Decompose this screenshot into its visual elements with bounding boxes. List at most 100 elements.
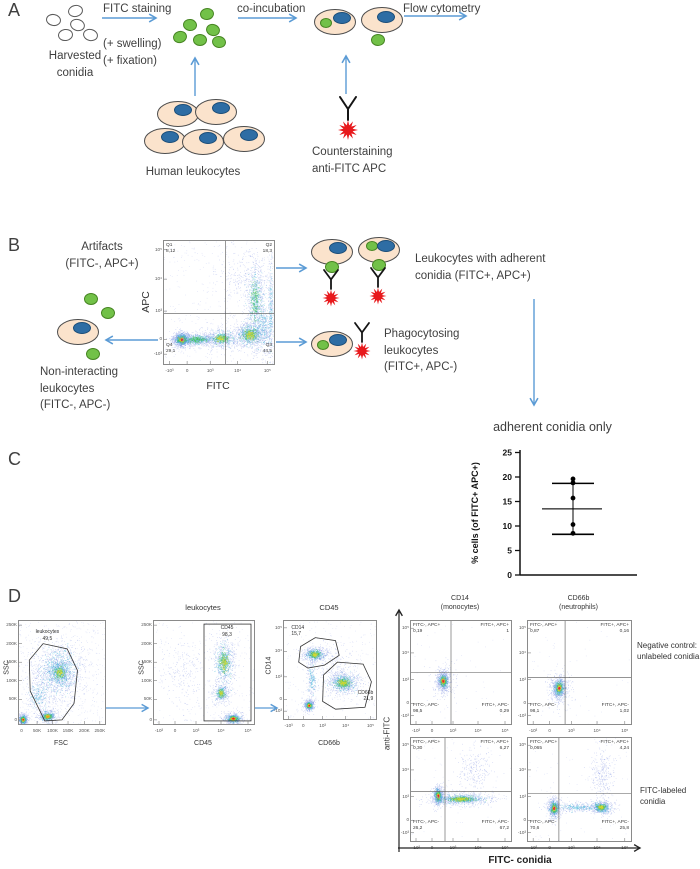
phagocytosing-leukocyte-icon [311,331,353,357]
x-tick-label: -10³ [411,728,421,733]
y-tick-label: 0 [406,700,409,706]
cd66b-column-line1: CD66b [567,595,590,602]
data-point [570,530,576,536]
free-conidium-icon [101,307,115,319]
y-tick-label: 100K [141,677,152,683]
green-conidium-icon [210,34,228,50]
y-tick-label: -10³ [517,829,526,835]
quadrant-plot-cd66b-negative: -10³ 0 10³ 10⁴ 10⁵ 10⁵ 10⁴ 10³ 0 -10³ FITC-, APC+ 0… [518,620,632,733]
phagocytosing-line2: leukocytes [384,344,439,357]
y-tick-label: 5 [507,546,512,556]
y-tick-label: -10³ [273,708,282,714]
counterstaining-label: Counterstaining anti-FITC APC [312,144,393,177]
gate-label-line: 21,9 [363,696,374,703]
quadrant-stat-line: FITC-, APC+ [413,623,441,628]
y-tick-label: 10⁵ [401,742,409,748]
data-point [570,522,576,527]
d3-title: CD45 [319,603,339,612]
x-tick-label: 200K [78,728,90,733]
arrow-co-incubation [238,13,298,23]
x-tick-label: 10⁵ [263,368,271,373]
flow-density-canvas [154,621,254,724]
quadrant-stat-line: 0,065 [530,746,543,751]
y-tick-label: -10³ [153,351,162,357]
quadrant-stat-line: FITC-, APC+ [413,740,441,745]
y-tick-label: 0 [406,817,409,823]
quadrant-stat-line: FITC+, APC+ [600,740,629,745]
data-point [570,495,576,501]
y-tick-label: 10⁵ [518,625,526,631]
quadrant-stat-label: FITC-, APC- 26,2 [413,820,439,832]
y-tick-label: 0 [14,716,17,722]
cd66b-axis-label: CD66b [318,740,340,747]
panel-a-label: A [8,0,21,20]
flow-plot-ssc-vs-cd45: CD45 98,3 -10³ 0 10³ 10⁴ 10⁵ 250K 200K 150K 100K 50… [141,620,255,733]
x-tick-label: 10⁴ [593,728,601,733]
quadrant-stat-line: FITC+, APC+ [480,623,509,628]
y-tick-label: 10 [503,521,513,531]
y-tick-label: 10⁵ [518,742,526,748]
panel-b-label: B [8,235,21,255]
quadrant-stat-label: FITC+, APC- 1,02 [602,703,629,715]
quadrant-stat-line: 26,2 [413,826,423,831]
adherent-conidium-icon [372,259,386,271]
x-tick-label: 10⁴ [342,723,350,728]
gate-label-line: CD14 [291,624,305,631]
x-tick-label: -10³ [154,728,164,733]
y-tick-label: 0 [149,716,152,722]
negative-control-line2: unlabeled conidia [637,652,700,661]
x-tick-label: 0 [548,728,551,733]
gate-label: CD14 15,7 [291,625,304,638]
phagocytosing-label: Phagocytosing leukocytes (FITC+, APC-) [384,326,459,376]
x-tick-label: 10³ [192,728,200,733]
cd14-column-line2: (monocytes) [440,604,480,611]
negative-control-row-label: Negative control: unlabeled conidia [637,640,699,662]
quadrant-stat-line: 67,2 [499,826,509,831]
quadrant-stat-line: FITC-, APC+ [530,740,558,745]
gate-label: leukocytes 49,5 [36,629,60,642]
quadrant-stat-line: 44,5 [262,349,272,354]
adherent-conidium-icon [371,34,385,46]
leukocyte-cell [195,99,237,125]
d2-title: leukocytes [185,603,221,612]
quadrant-stat-line: 0,29 [499,709,509,714]
negative-control-line1: Negative control: [637,641,698,650]
quadrant-stat-line: FITC-, APC- [530,703,557,708]
gate-label: CD66b 21,9 [358,690,374,703]
quadrant-stat-line: 0,30 [413,746,423,751]
fitc-axis-label: FITC [206,380,230,392]
quadrant-stat-line: Q1 [166,243,173,248]
flow-density-canvas [528,621,631,724]
conidium-icon [81,27,100,43]
leukocyte-cell [361,7,403,33]
arrow-d1-to-d2 [106,703,150,713]
y-tick-label: 250K [6,622,17,628]
arrow-adherent-only [529,299,539,407]
y-tick-label: 10⁴ [518,649,526,655]
quadrant-stat-line: FITC-, APC+ [530,623,558,628]
y-tick-label: 10³ [519,676,526,682]
anti-fitc-apc-antibody-icon [338,96,358,140]
harvested-conidia-cluster [40,3,104,45]
x-tick-label: 0 [430,728,434,733]
y-tick-label: 10³ [275,673,282,679]
x-tick-label: 0 [302,723,305,728]
dot-plot-svg: 0 5 10 15 20 25 % cells (of FITC+ APC+) [470,448,637,580]
gate-label-line: CD45 [220,625,234,632]
swelling-label: (+ swelling) [103,38,162,50]
x-tick-label: 10⁵ [501,728,509,733]
y-tick-label: 10⁵ [401,625,409,631]
harvested-conidia-label: Harvested conidia [36,48,114,81]
quadrant-stat-line: 6,27 [499,746,509,751]
green-conidium-icon [171,29,189,45]
x-tick-label: 10⁴ [217,728,225,733]
harvested-line2: conidia [56,66,94,79]
flow-density-canvas [164,241,274,364]
x-tick-label: 10⁴ [474,728,482,733]
cd66b-column-title: CD66b (neutrophils) [527,594,630,612]
x-tick-label: 250K [94,728,106,733]
quadrant-stat-line: FITC-, APC- [530,820,557,825]
y-tick-label: 10³ [402,793,409,799]
y-tick-label: 10⁵ [274,624,282,630]
quadrant-stat-label: FITC-, APC- 98,5 [413,703,439,715]
